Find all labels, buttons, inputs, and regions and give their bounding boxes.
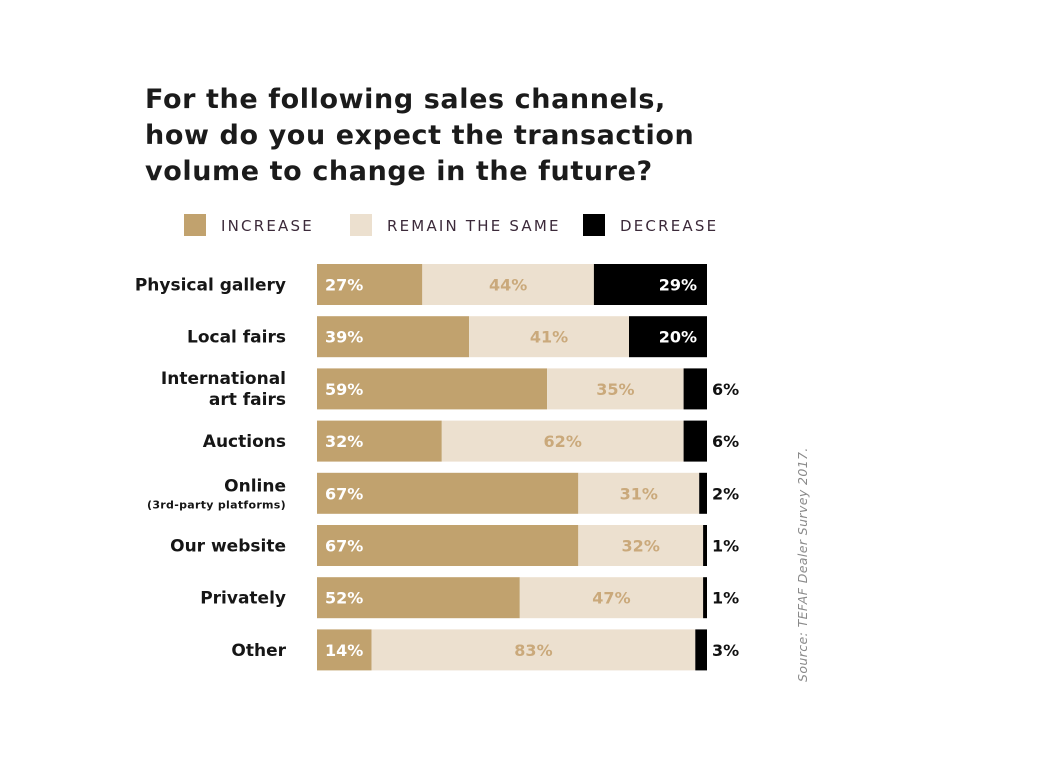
- bar-decrease: [699, 472, 707, 514]
- data-label-remain-the-same: 62%: [544, 432, 582, 451]
- bar-decrease: [629, 316, 707, 358]
- data-label-increase: 52%: [325, 589, 363, 608]
- data-label-increase: 39%: [325, 328, 363, 347]
- category-label-online: Online: [224, 476, 286, 496]
- data-label-decrease: 1%: [712, 537, 739, 556]
- bar-decrease: [703, 525, 707, 566]
- bar-increase: [317, 264, 423, 305]
- chart-title-line: how do you expect the transaction: [145, 120, 695, 151]
- chart-title-line: For the following sales channels,: [145, 84, 666, 115]
- category-label-our-website: Our website: [170, 537, 286, 557]
- bar-remain-the-same: [422, 264, 594, 305]
- data-label-remain-the-same: 47%: [592, 589, 630, 608]
- bar-decrease: [593, 264, 707, 305]
- data-label-decrease: 29%: [659, 276, 697, 295]
- bar-decrease: [695, 629, 707, 671]
- bar-increase: [317, 629, 372, 671]
- bar-remain-the-same: [371, 629, 696, 671]
- data-label-increase: 27%: [325, 276, 363, 295]
- data-label-remain-the-same: 31%: [620, 484, 658, 503]
- chart-title: For the following sales channels, how do…: [145, 82, 765, 190]
- legend-swatch: [184, 214, 206, 236]
- data-label-increase: 67%: [325, 484, 363, 503]
- chart-title-line: volume to change in the future?: [145, 156, 653, 187]
- bar-remain-the-same: [547, 368, 684, 410]
- bar-increase: [317, 420, 442, 462]
- category-label-auctions: Auctions: [203, 432, 286, 452]
- bar-increase: [317, 577, 520, 619]
- category-label-international-line2: art fairs: [209, 390, 286, 410]
- legend-label: DECREASE: [620, 217, 719, 235]
- data-label-remain-the-same: 41%: [530, 328, 568, 347]
- data-label-decrease: 1%: [712, 589, 739, 608]
- data-label-increase: 67%: [325, 537, 363, 556]
- category-label-other: Other: [231, 641, 286, 661]
- source-text: Source: TEFAF Dealer Survey 2017.: [795, 447, 810, 682]
- bar-remain-the-same: [469, 316, 629, 358]
- source-note: Source: TEFAF Dealer Survey 2017.: [795, 432, 810, 682]
- bar-increase: [317, 472, 579, 514]
- data-label-decrease: 20%: [659, 328, 697, 347]
- category-label-physical-gallery: Physical gallery: [135, 276, 286, 296]
- data-label-remain-the-same: 83%: [514, 641, 552, 660]
- data-label-remain-the-same: 32%: [622, 537, 660, 556]
- bar-remain-the-same: [519, 577, 704, 619]
- bar-decrease: [703, 577, 707, 619]
- data-label-increase: 14%: [325, 641, 363, 660]
- bar-remain-the-same: [578, 525, 704, 566]
- category-label-local-fairs: Local fairs: [187, 328, 286, 348]
- bar-increase: [317, 368, 548, 410]
- data-label-remain-the-same: 35%: [596, 380, 634, 399]
- category-label-online-line2: (3rd-party platforms): [147, 498, 286, 511]
- data-label-decrease: 6%: [712, 432, 739, 451]
- bar-decrease: [683, 420, 707, 462]
- legend-label: INCREASE: [221, 217, 314, 235]
- bar-remain-the-same: [441, 420, 684, 462]
- data-label-increase: 32%: [325, 432, 363, 451]
- data-label-decrease: 6%: [712, 380, 739, 399]
- bar-remain-the-same: [578, 472, 700, 514]
- data-label-remain-the-same: 44%: [489, 276, 527, 295]
- legend-swatch: [350, 214, 372, 236]
- data-label-decrease: 3%: [712, 641, 739, 660]
- data-label-decrease: 2%: [712, 484, 739, 503]
- bar-increase: [317, 525, 579, 566]
- legend-label: REMAIN THE SAME: [387, 217, 561, 235]
- legend-swatch: [583, 214, 605, 236]
- category-label-international: International: [161, 369, 286, 389]
- bar-decrease: [683, 368, 707, 410]
- data-label-increase: 59%: [325, 380, 363, 399]
- bar-increase: [317, 316, 470, 358]
- category-label-privately: Privately: [200, 589, 286, 609]
